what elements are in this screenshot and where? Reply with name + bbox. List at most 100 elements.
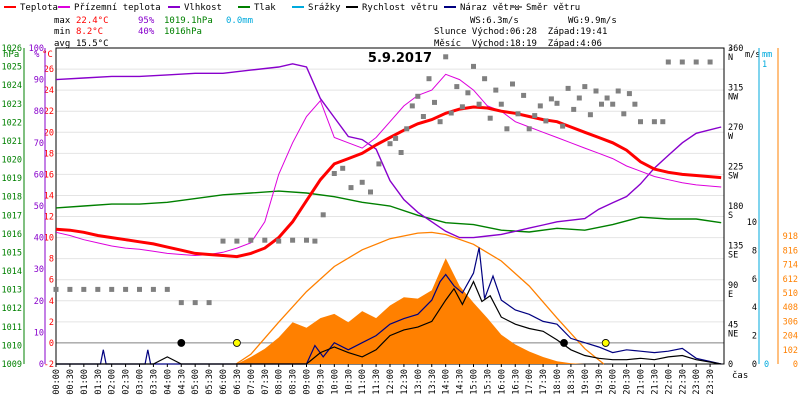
x-tick-label: 00:30 — [66, 369, 76, 395]
wind-direction-point — [123, 286, 129, 292]
temperature-axis-unit: °C — [42, 50, 53, 60]
hpa-tick-label: 1009 — [2, 360, 22, 370]
wind-direction-point — [476, 101, 482, 107]
legend-label: Náraz větru — [460, 3, 520, 13]
wind-direction-point — [290, 237, 296, 243]
temperature-tick-label: 4 — [49, 297, 54, 307]
solar-radiation-area — [236, 258, 585, 364]
wind-direction-point — [576, 95, 582, 101]
stat-sun: Slunce Východ:06:28 Západ:19:41 — [434, 27, 607, 37]
wind-direction-point — [393, 135, 399, 141]
x-tick-label: 11:30 — [372, 369, 382, 395]
legend-label: Směr větru — [526, 3, 580, 13]
stat-moon: Měsíc Východ:18:19 Západ:4:06 — [434, 39, 602, 49]
wind-direction-point — [537, 103, 543, 109]
wind-speed-axis-unit: m/s — [745, 50, 760, 60]
hpa-tick-label: 1020 — [2, 156, 22, 166]
ground-temperature-line — [55, 73, 722, 257]
x-tick-label: 19:00 — [581, 369, 591, 395]
stat-ws: WS:6.3m/s — [470, 16, 519, 26]
wind-direction-point — [67, 286, 73, 292]
direction-tick-label: 0 — [728, 360, 733, 370]
direction-name-label: SE — [728, 251, 738, 261]
wind-direction-point — [515, 111, 521, 117]
humidity-line — [55, 63, 722, 239]
humidity-tick-label: 90 — [34, 76, 44, 86]
event-markers — [177, 339, 610, 347]
wind-direction-point — [109, 286, 115, 292]
x-tick-label: 08:00 — [275, 369, 285, 395]
hpa-tick-label: 1017 — [2, 211, 22, 221]
wind-direction-point — [615, 88, 621, 94]
x-tick-label: 02:30 — [122, 369, 132, 395]
wind-direction-point — [587, 112, 593, 118]
x-tick-label: 00:00 — [52, 369, 62, 395]
stat-max-rain: 0.0mm — [226, 16, 253, 26]
humidity-tick-label: 10 — [34, 328, 44, 338]
temperature-tick-label: 0 — [49, 339, 54, 349]
wind-direction-point — [404, 126, 410, 132]
direction-axis-unit: ° — [728, 47, 733, 57]
x-tick-label: 14:30 — [456, 369, 466, 395]
wind-speed-tick-label: 2 — [752, 332, 757, 342]
temperature-tick-label: 10 — [44, 234, 54, 244]
wind-direction-point — [604, 95, 610, 101]
rain-axis-unit: mm — [762, 50, 772, 60]
temperature-tick-label: 26 — [44, 65, 54, 75]
stat-min-hum: 40% — [138, 27, 155, 37]
temperature-tick-label: 24 — [44, 86, 54, 96]
wind-direction-point — [565, 85, 571, 91]
wind-direction-point — [206, 300, 212, 306]
direction-name-label: NE — [728, 330, 738, 340]
wind-direction-point — [220, 238, 226, 244]
stat-max-press: 1019.1hPa — [164, 16, 213, 26]
temperature-tick-label: 16 — [44, 170, 54, 180]
wind-direction-point — [304, 237, 309, 243]
direction-tick-label: 360 — [728, 44, 743, 54]
hpa-tick-label: 1025 — [2, 63, 22, 73]
wind-direction-point — [409, 103, 415, 109]
stat-min-label: min — [54, 27, 70, 37]
wind-direction-point — [543, 118, 549, 124]
chart-title: 5.9.2017 — [368, 51, 432, 66]
wind-speed-tick-label: 6 — [752, 275, 757, 285]
wind-direction-point — [320, 212, 326, 218]
wind-direction-point — [651, 119, 657, 125]
wind-direction-point — [178, 300, 184, 306]
x-tick-label: 06:30 — [233, 369, 243, 395]
wind-direction-points — [53, 54, 713, 306]
hpa-tick-label: 1013 — [2, 286, 22, 296]
wind-direction-point — [368, 189, 373, 195]
direction-name-label: NW — [728, 93, 739, 103]
x-tick-label: 10:30 — [344, 369, 354, 395]
rain-axis-top-label: 1 — [762, 60, 767, 70]
solar-radiation-layer — [235, 231, 605, 365]
stat-min-temp: 8.2°C — [76, 27, 103, 37]
radiation-tick-label: 0 — [793, 360, 798, 370]
event-marker — [601, 339, 610, 347]
hpa-tick-label: 1019 — [2, 174, 22, 184]
x-tick-label: 21:00 — [637, 369, 647, 395]
temperature-tick-label: 12 — [44, 213, 54, 223]
x-tick-label: 13:30 — [428, 369, 438, 395]
wind-direction-point — [420, 114, 426, 119]
wind-direction-point — [340, 165, 346, 171]
wind-direction-point — [53, 286, 59, 292]
x-axis-label: čas — [732, 370, 748, 381]
temperature-tick-label: 20 — [44, 128, 54, 138]
direction-tick-label: 315 — [728, 84, 743, 94]
wind-direction-point — [571, 106, 577, 112]
wind-direction-point — [632, 101, 638, 107]
temperature-tick-label: 14 — [44, 192, 54, 202]
x-tick-label: 05:30 — [205, 369, 215, 395]
humidity-tick-label: 80 — [34, 107, 44, 117]
wind-direction-point — [465, 90, 471, 96]
wind-direction-point — [504, 126, 510, 132]
humidity-tick-label: 100 — [29, 44, 44, 54]
hpa-tick-label: 1018 — [2, 193, 22, 203]
wind-speed-tick-label: 0 — [752, 360, 757, 370]
wind-speed-tick-label: 10 — [747, 218, 757, 228]
wind-direction-point — [443, 54, 449, 60]
x-tick-label: 09:00 — [303, 369, 313, 395]
wind-direction-point — [248, 237, 254, 243]
